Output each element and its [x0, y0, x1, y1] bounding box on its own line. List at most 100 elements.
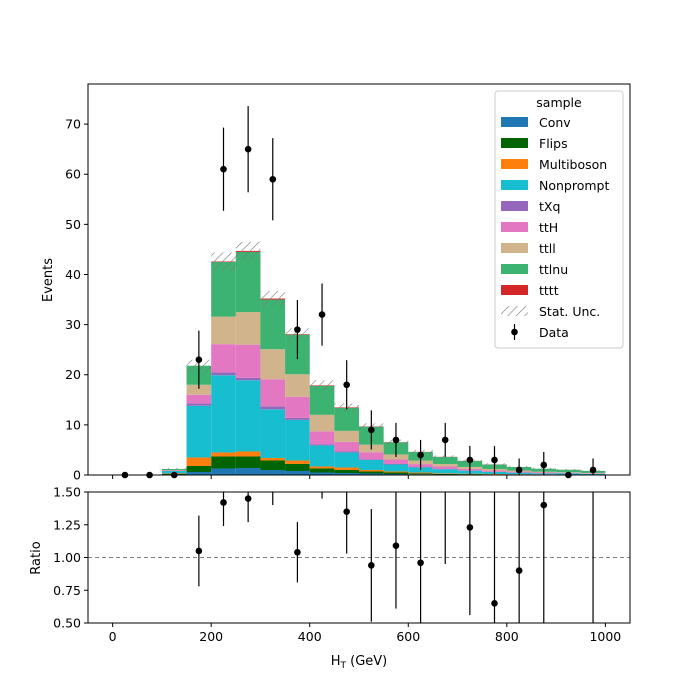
bar-ttll-8 [309, 414, 335, 432]
bar-conv-6 [260, 469, 286, 475]
legend-label-multiboson: Multiboson [539, 157, 607, 172]
data-point-16 [515, 466, 523, 474]
data-point-10 [368, 426, 375, 434]
ratio-xtick-label-4: 800 [495, 629, 519, 644]
legend-swatch-multiboson [501, 159, 528, 169]
main-plot-frame [87, 83, 631, 476]
bar-txq-5 [235, 377, 261, 381]
bar-ttll-6 [260, 349, 286, 380]
bar-nonprompt-7 [285, 419, 310, 461]
legend-swatch-tth [501, 222, 528, 232]
bar-txq-11 [383, 463, 409, 465]
bar-conv-3 [186, 471, 212, 475]
data-point-17 [540, 461, 548, 469]
bar-multiboson-9 [334, 467, 359, 470]
ratio-points [195, 492, 594, 623]
bar-multiboson-6 [260, 457, 286, 461]
data-point-13 [441, 436, 449, 444]
bar-txq-9 [334, 451, 359, 453]
ratio-ytick-label-2: 1.00 [53, 550, 81, 565]
legend-data-marker [511, 328, 518, 336]
bar-flips-3 [186, 465, 212, 472]
data-point-15 [491, 456, 498, 464]
bar-multiboson-10 [359, 469, 384, 472]
ratio-point-11 [466, 524, 474, 531]
data-point-14 [466, 456, 474, 464]
ratio-x-ticks: 0 200 400 600 800 1000 [109, 623, 621, 644]
ratio-point-14 [540, 501, 548, 509]
bar-tth-13 [432, 466, 458, 469]
stat-unc-18 [556, 468, 581, 471]
bar-ttll-5 [235, 312, 261, 345]
bar-nonprompt-4 [211, 375, 236, 453]
bar-flips-11 [383, 472, 409, 474]
stat-unc-5 [235, 241, 261, 260]
ratio-xtick-label-5: 1000 [589, 629, 621, 644]
ratio-plot: 0 200 400 600 800 1000 0.50 0.75 1.00 1.25 1.50 R… [29, 485, 631, 671]
legend-swatch-tttt [501, 285, 528, 295]
bar-flips-7 [285, 463, 310, 471]
bar-conv-11 [383, 473, 409, 475]
legend-label-data: Data [539, 325, 569, 340]
bar-conv-8 [309, 472, 335, 475]
legend: sample Conv Flips Multiboson Nonprompt tXq ttH… [494, 90, 624, 349]
legend-label-tttt: tttt [539, 283, 559, 298]
bar-tth-11 [383, 459, 409, 464]
ratio-point-13 [515, 567, 523, 574]
ratio-point-4 [294, 548, 301, 556]
bar-tth-7 [285, 396, 310, 418]
ratio-ytick-label-3: 1.25 [53, 517, 81, 532]
bar-txq-10 [359, 459, 384, 460]
ratio-ytick-label-4: 1.50 [53, 485, 81, 500]
bar-ttll-7 [285, 374, 310, 397]
legend-label-ttlnu: ttlnu [539, 262, 568, 277]
data-point-4 [220, 165, 227, 173]
stat-unc-2 [161, 467, 187, 470]
main-ytick-label-2: 20 [65, 367, 81, 382]
legend-label-nonprompt: Nonprompt [539, 178, 609, 193]
bar-nonprompt-11 [383, 464, 409, 472]
bar-tth-10 [359, 452, 384, 460]
ratio-point-1 [220, 499, 227, 506]
bar-multiboson-4 [211, 452, 236, 457]
ratio-xtick-label-1: 200 [199, 629, 223, 644]
ratio-plot-frame [87, 491, 631, 624]
bar-ttlnu-13 [432, 456, 458, 464]
stat-unc-6 [260, 291, 286, 307]
main-ytick-label-3: 30 [65, 317, 81, 332]
bar-nonprompt-13 [432, 469, 458, 474]
bar-conv-9 [334, 472, 359, 475]
bar-ttlnu-6 [260, 299, 286, 350]
legend-label-conv: Conv [539, 115, 571, 130]
bar-flips-14 [457, 474, 483, 475]
bar-tth-9 [334, 441, 359, 452]
main-y-ticks: 0 10 20 30 40 50 60 70 [65, 117, 88, 483]
bar-tth-5 [235, 344, 261, 378]
bar-tth-2 [161, 470, 187, 471]
ratio-point-6 [343, 508, 350, 515]
bar-flips-6 [260, 460, 286, 470]
bar-txq-4 [211, 372, 236, 376]
data-point-19 [589, 466, 597, 474]
bar-flips-12 [408, 473, 433, 475]
bar-ttll-9 [334, 430, 359, 442]
legend-label-tth: ttH [539, 220, 558, 235]
bar-multiboson-11 [383, 471, 409, 473]
bar-flips-8 [309, 468, 335, 473]
bar-conv-5 [235, 467, 261, 475]
ratio-point-0 [195, 547, 203, 555]
legend-label-ttll: ttll [539, 241, 556, 256]
data-point-6 [269, 175, 277, 183]
stat-unc-4 [211, 252, 236, 271]
bar-ttll-2 [161, 469, 187, 471]
bar-multiboson-3 [186, 457, 212, 466]
bar-txq-3 [186, 403, 212, 406]
legend-swatch-flips [501, 138, 528, 148]
bar-ttlnu-9 [334, 407, 359, 431]
bar-tth-3 [186, 394, 212, 404]
bar-nonprompt-8 [309, 445, 335, 467]
ratio-y-ticks: 0.50 0.75 1.00 1.25 1.50 [53, 485, 88, 631]
main-x-ticks [112, 475, 606, 479]
data-point-9 [343, 381, 350, 389]
ratio-xtick-label-2: 400 [298, 629, 322, 644]
